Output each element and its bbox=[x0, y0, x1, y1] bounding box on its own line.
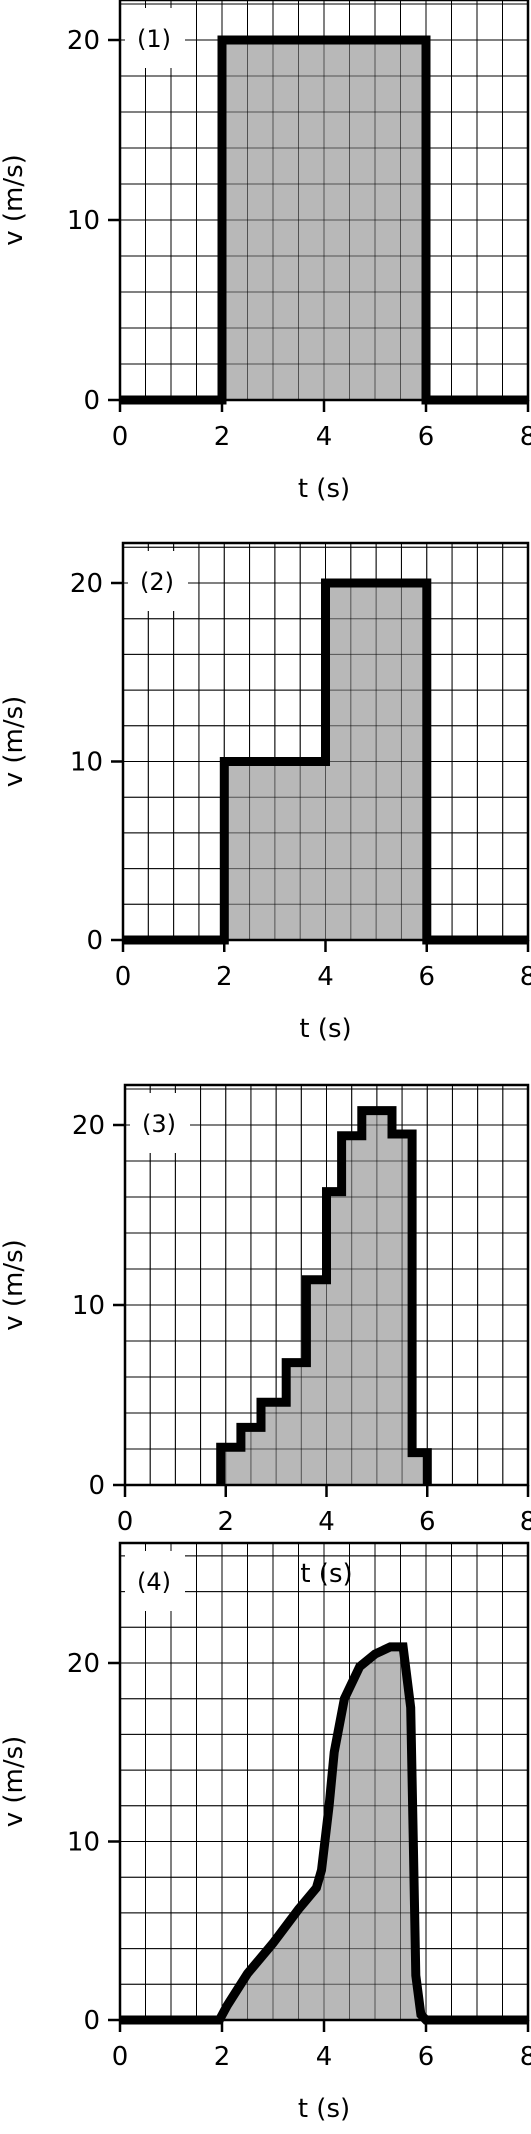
x-tick-label: 8 bbox=[520, 962, 531, 992]
y-tick-label: 20 bbox=[72, 1111, 105, 1141]
y-axis-label: v (m/s) bbox=[0, 1736, 29, 1828]
chart-panel-4: 0 2 4 6 8 0 10 20 t (s) v (m/s) (4) bbox=[0, 1541, 531, 2124]
panel-label-background bbox=[128, 551, 188, 611]
x-tick-label: 6 bbox=[418, 2042, 435, 2072]
series-line bbox=[216, 1106, 432, 1485]
x-tick-label: 4 bbox=[316, 2042, 333, 2072]
x-tick-label: 4 bbox=[316, 422, 333, 452]
x-axis-label: t (s) bbox=[298, 2094, 350, 2124]
y-tick-label: 10 bbox=[70, 748, 103, 778]
chart-panel-2: 0 2 4 6 8 0 10 20 t (s) v (m/s) (2) bbox=[0, 541, 531, 1044]
y-axis-label: v (m/s) bbox=[0, 696, 29, 788]
chart-panel-3: 0 2 4 6 8 0 10 20 t (s) v (m/s) (3) bbox=[0, 1083, 531, 1589]
x-axis-label: t (s) bbox=[299, 1014, 351, 1044]
x-tick-label: 0 bbox=[112, 422, 129, 452]
x-tick-label: 6 bbox=[418, 962, 435, 992]
y-tick-label: 10 bbox=[67, 1828, 100, 1858]
x-tick-label: 4 bbox=[317, 962, 334, 992]
panel-label: (3) bbox=[142, 1110, 176, 1138]
panel-label: (2) bbox=[140, 568, 174, 596]
x-tick-label: 0 bbox=[112, 2042, 129, 2072]
x-tick-label: 2 bbox=[214, 2042, 231, 2072]
panel-label-background bbox=[130, 1093, 190, 1153]
y-tick-label: 20 bbox=[67, 1649, 100, 1679]
panel-label-background bbox=[125, 8, 185, 68]
x-tick-label: 2 bbox=[216, 962, 233, 992]
y-tick-label: 20 bbox=[67, 26, 100, 56]
x-tick-label: 6 bbox=[418, 422, 435, 452]
x-tick-label: 6 bbox=[419, 1507, 436, 1537]
series-line bbox=[123, 578, 528, 945]
series-line bbox=[120, 35, 528, 405]
y-tick-label: 0 bbox=[86, 926, 103, 956]
panel-label: (4) bbox=[137, 1568, 171, 1596]
y-tick-label: 10 bbox=[72, 1291, 105, 1321]
chart-panel-1: 0 2 4 6 8 0 10 20 t (s) v (m/s) (1) bbox=[0, 0, 531, 504]
x-tick-label: 4 bbox=[318, 1507, 335, 1537]
x-axis-label: t (s) bbox=[300, 1559, 352, 1589]
y-axis-label: v (m/s) bbox=[0, 154, 29, 246]
x-tick-label: 2 bbox=[217, 1507, 234, 1537]
y-axis-label: v (m/s) bbox=[0, 1239, 29, 1331]
y-tick-label: 0 bbox=[83, 2006, 100, 2036]
panel-label: (1) bbox=[137, 25, 171, 53]
panel-label-background bbox=[125, 1551, 185, 1611]
x-tick-label: 2 bbox=[214, 422, 231, 452]
series-line bbox=[120, 1642, 528, 2025]
x-tick-label: 8 bbox=[520, 422, 531, 452]
y-tick-label: 0 bbox=[88, 1471, 105, 1501]
y-tick-label: 20 bbox=[70, 569, 103, 599]
x-axis-label: t (s) bbox=[298, 474, 350, 504]
area-fill bbox=[220, 1110, 428, 1485]
x-tick-label: 0 bbox=[117, 1507, 134, 1537]
y-tick-label: 0 bbox=[83, 386, 100, 416]
x-tick-label: 8 bbox=[520, 1507, 531, 1537]
x-tick-label: 0 bbox=[115, 962, 132, 992]
y-tick-label: 10 bbox=[67, 206, 100, 236]
x-tick-label: 8 bbox=[520, 2042, 531, 2072]
